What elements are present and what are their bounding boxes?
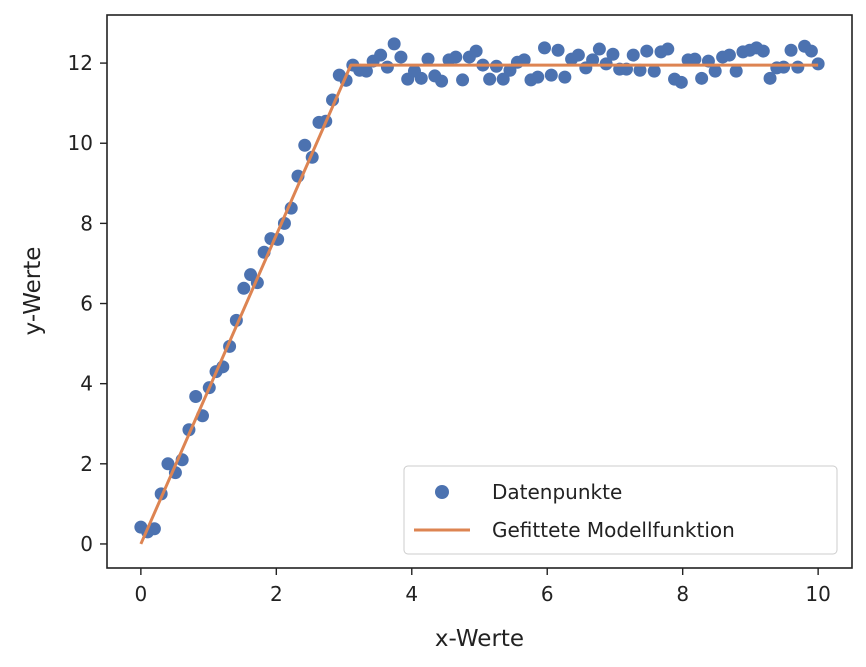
- data-point: [586, 53, 600, 67]
- data-point: [708, 64, 722, 78]
- data-point: [688, 52, 702, 66]
- data-point: [544, 68, 558, 82]
- plot-frame: [106, 14, 853, 569]
- data-point: [387, 37, 401, 51]
- data-point: [456, 73, 470, 87]
- legend-box: [403, 465, 838, 555]
- data-point: [449, 50, 463, 64]
- data-point: [421, 52, 435, 66]
- data-point: [435, 74, 449, 88]
- data-point: [189, 389, 203, 403]
- data-point: [359, 64, 373, 78]
- data-point: [777, 60, 791, 74]
- y-tick-label: 6: [80, 292, 93, 316]
- data-point: [469, 44, 483, 58]
- x-axis-ticks: 0 2 4 6 8 10: [134, 568, 831, 606]
- data-point: [661, 42, 675, 56]
- y-axis-label: y-Werte: [20, 247, 46, 336]
- fitted-model-line: [139, 63, 819, 545]
- x-tick-label: 0: [134, 582, 147, 606]
- legend-marker-datenpunkte: [435, 485, 449, 499]
- data-point: [756, 44, 770, 58]
- data-point: [571, 48, 585, 62]
- data-point: [674, 75, 688, 89]
- data-point: [695, 71, 709, 85]
- data-point: [804, 44, 818, 58]
- data-point: [784, 43, 798, 57]
- y-tick-label: 2: [80, 452, 93, 476]
- legend-label-datenpunkte: Datenpunkte: [492, 480, 622, 504]
- data-point: [483, 72, 497, 86]
- legend-label-modellfunktion: Gefittete Modellfunktion: [492, 518, 735, 542]
- data-point: [374, 48, 388, 62]
- data-point: [626, 48, 640, 62]
- data-point: [640, 44, 654, 58]
- y-tick-label: 8: [80, 211, 93, 235]
- x-tick-label: 4: [405, 582, 418, 606]
- x-tick-label: 2: [270, 582, 283, 606]
- data-point: [538, 41, 552, 55]
- data-point: [558, 70, 572, 84]
- y-tick-label: 4: [80, 372, 93, 396]
- data-point: [496, 72, 510, 86]
- y-tick-label: 12: [68, 51, 93, 75]
- data-point: [722, 48, 736, 62]
- data-point: [592, 42, 606, 56]
- data-point: [531, 70, 545, 84]
- data-point: [298, 138, 312, 152]
- data-point: [147, 522, 161, 536]
- data-point: [606, 47, 620, 61]
- data-point: [517, 53, 531, 67]
- data-point: [763, 71, 777, 85]
- data-point: [394, 50, 408, 64]
- x-tick-label: 6: [541, 582, 554, 606]
- x-tick-label: 8: [676, 582, 689, 606]
- y-axis-ticks: 0 2 4 6 8 10 12: [68, 51, 107, 556]
- legend: Datenpunkte Gefittete Modellfunktion: [403, 465, 838, 555]
- data-point: [791, 60, 805, 74]
- x-tick-label: 10: [805, 582, 830, 606]
- data-point: [551, 43, 565, 57]
- y-tick-label: 10: [68, 131, 93, 155]
- data-point: [237, 281, 251, 295]
- data-point: [633, 63, 647, 77]
- y-tick-label: 0: [80, 532, 93, 556]
- data-point: [729, 64, 743, 78]
- data-point: [380, 60, 394, 74]
- data-point: [647, 64, 661, 78]
- plot-area: [134, 37, 825, 545]
- x-axis-label: x-Werte: [435, 626, 524, 652]
- data-point: [161, 457, 175, 471]
- data-point: [414, 71, 428, 85]
